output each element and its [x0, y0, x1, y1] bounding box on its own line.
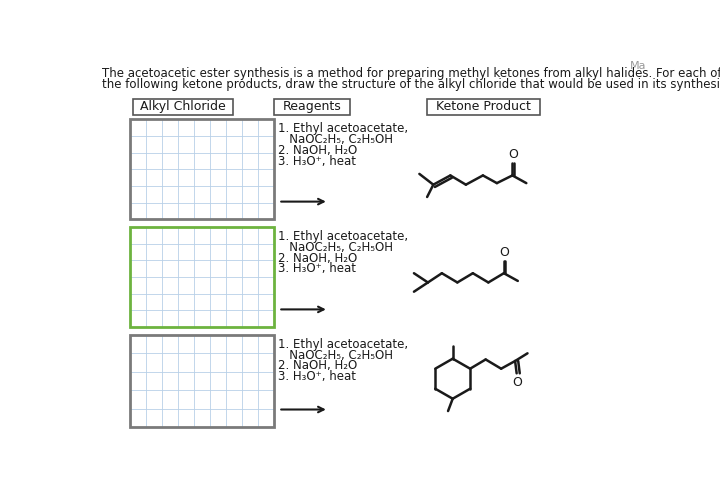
Bar: [274, 99, 350, 114]
Bar: [427, 99, 539, 114]
Text: Alkyl Chloride: Alkyl Chloride: [140, 101, 226, 113]
Text: 3. H₃O⁺, heat: 3. H₃O⁺, heat: [279, 370, 356, 383]
Text: NaOC₂H₅, C₂H₅OH: NaOC₂H₅, C₂H₅OH: [279, 241, 393, 254]
Text: Ma: Ma: [630, 61, 647, 70]
Text: NaOC₂H₅, C₂H₅OH: NaOC₂H₅, C₂H₅OH: [279, 349, 393, 362]
Bar: [130, 227, 274, 327]
Text: 2. NaOH, H₂O: 2. NaOH, H₂O: [279, 144, 358, 157]
Text: Reagents: Reagents: [282, 101, 341, 113]
Text: 3. H₃O⁺, heat: 3. H₃O⁺, heat: [279, 262, 356, 276]
Text: 2. NaOH, H₂O: 2. NaOH, H₂O: [279, 251, 358, 265]
Bar: [130, 335, 274, 427]
Text: Ketone Product: Ketone Product: [436, 101, 531, 113]
Text: The acetoacetic ester synthesis is a method for preparing methyl ketones from al: The acetoacetic ester synthesis is a met…: [102, 67, 720, 80]
Text: the following ketone products, draw the structure of the alkyl chloride that wou: the following ketone products, draw the …: [102, 77, 720, 91]
Text: O: O: [513, 376, 523, 389]
Bar: [130, 119, 274, 219]
Text: 1. Ethyl acetoacetate,: 1. Ethyl acetoacetate,: [279, 338, 408, 351]
Text: 3. H₃O⁺, heat: 3. H₃O⁺, heat: [279, 155, 356, 168]
Text: 1. Ethyl acetoacetate,: 1. Ethyl acetoacetate,: [279, 230, 408, 243]
Text: 2. NaOH, H₂O: 2. NaOH, H₂O: [279, 359, 358, 372]
Text: NaOC₂H₅, C₂H₅OH: NaOC₂H₅, C₂H₅OH: [279, 133, 393, 146]
Text: O: O: [500, 246, 510, 259]
Bar: [132, 99, 233, 114]
Text: 1. Ethyl acetoacetate,: 1. Ethyl acetoacetate,: [279, 122, 408, 135]
Text: O: O: [508, 148, 518, 161]
